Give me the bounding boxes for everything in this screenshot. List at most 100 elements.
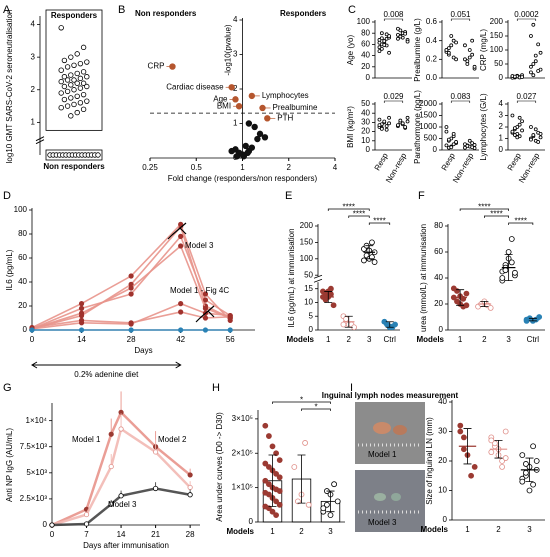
data-point [499, 463, 506, 470]
data-point [269, 443, 276, 450]
x-tick-label: 2 [347, 335, 352, 344]
data-point [80, 44, 87, 51]
y-tick-label: 1500 [419, 111, 437, 120]
y-tick-label: 15 [304, 284, 313, 293]
data-point [68, 82, 74, 88]
significance-bracket [459, 208, 509, 211]
data-point [327, 512, 334, 519]
series-line [31, 311, 231, 329]
y-tick-label: 0 [23, 325, 28, 334]
data-point [400, 121, 405, 126]
y-tick-label: 1×10⁴ [26, 416, 48, 425]
point-label: CRP [148, 62, 165, 71]
y-tick-label: 1 [233, 119, 238, 128]
x-axis-label: Models [420, 525, 448, 534]
data-point [454, 298, 460, 305]
y-axis-label: Size of inguinal LN (mm) [425, 417, 434, 505]
data-point [382, 39, 387, 43]
error-bar [456, 289, 465, 306]
error-bar [344, 315, 353, 328]
data-point [328, 291, 334, 298]
data-point [178, 233, 184, 239]
significance-bracket [450, 18, 471, 21]
data-point [245, 120, 253, 127]
panel-label: A [3, 4, 11, 16]
data-point [405, 119, 410, 124]
data-point [531, 73, 536, 78]
data-point [523, 469, 529, 476]
data-point [78, 327, 85, 333]
y-axis-label: IL6 (pg/mL) at immunisation [287, 228, 296, 327]
data-point [331, 481, 338, 488]
y-tick-label: 100 [14, 205, 28, 214]
data-point [108, 431, 114, 437]
data-point [454, 57, 458, 62]
photo-label: Model 1 [368, 450, 397, 459]
data-point [80, 91, 87, 98]
data-point [519, 478, 526, 485]
x-tick-label: 2 [299, 527, 304, 536]
data-point [444, 143, 449, 148]
data-point [77, 60, 84, 67]
non-responder-frame [45, 149, 103, 161]
data-point [202, 297, 209, 303]
y-axis-label: CRP (mg/L) [479, 29, 488, 71]
data-point [128, 320, 134, 326]
series-line [31, 302, 231, 330]
x-axis-label: Models [416, 335, 444, 344]
data-point [529, 137, 533, 142]
y-tick-label: 80 [434, 221, 443, 230]
data-point [68, 95, 74, 101]
data-point [58, 25, 64, 31]
data-point [61, 74, 68, 80]
data-point [276, 501, 283, 508]
significance-label: **** [373, 217, 385, 226]
data-point [505, 249, 512, 255]
significance-label: **** [343, 203, 355, 212]
y-tick-label: 0 [43, 520, 48, 529]
y-tick-label: 3×10⁵ [232, 414, 253, 423]
panel-label: F [418, 190, 425, 202]
y-tick-label: 20 [18, 301, 27, 310]
data-point [68, 72, 74, 78]
y-axis-label: Parathormone (pg/L) [413, 90, 422, 164]
data-point [202, 305, 209, 311]
diet-arrow [31, 361, 182, 369]
photo-label: Model 3 [368, 518, 397, 527]
significance-label: * [314, 403, 317, 412]
y-tick-label: 20 [438, 456, 447, 465]
y-tick-label: 7.5×10³ [20, 442, 48, 451]
data-point [470, 52, 475, 57]
y-tick-label: 30 [361, 118, 370, 127]
y-axis-label: Prealbumine (g/L) [413, 18, 422, 82]
data-point [58, 78, 64, 85]
data-point [502, 428, 509, 435]
y-tick-label: 0 [433, 145, 438, 154]
error-bar [504, 254, 513, 281]
data-point [538, 131, 543, 136]
significance-bracket [327, 208, 370, 211]
y-tick-label: 1000 [419, 122, 437, 131]
p-value: 0.051 [450, 10, 471, 19]
data-point [108, 501, 114, 507]
data-point [242, 142, 249, 150]
data-point [520, 75, 524, 80]
panel-label: C [348, 4, 356, 16]
y-tick-label: 0 [443, 515, 448, 524]
data-point [470, 141, 475, 146]
p-value: 0.029 [383, 92, 404, 101]
data-point [377, 40, 382, 45]
data-point [187, 472, 193, 478]
y-tick-label: 200 [300, 221, 314, 230]
data-point [202, 315, 209, 321]
y-tick-label: 3 [31, 52, 36, 61]
data-point [377, 117, 382, 122]
data-point [64, 88, 71, 95]
data-point [276, 488, 283, 494]
significance-label: **** [515, 217, 527, 226]
data-point [276, 474, 283, 481]
p-value: 0.027 [516, 92, 537, 101]
panel-label: H [212, 382, 220, 394]
significance-label: **** [478, 203, 490, 212]
significance-bracket [368, 222, 391, 225]
